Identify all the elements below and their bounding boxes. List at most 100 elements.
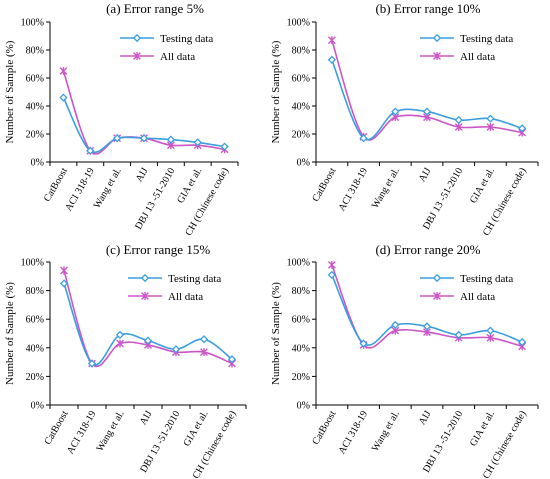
data-point-testing-data [59, 279, 69, 288]
y-tick-label: 100% [287, 18, 310, 29]
data-point-testing-data [422, 322, 432, 331]
data-point-testing-data [327, 55, 336, 64]
panel-title: (a) Error range 5% [106, 1, 204, 16]
data-point-testing-data [391, 107, 400, 116]
data-point-testing-data [115, 330, 125, 340]
data-point-testing-data [171, 345, 181, 354]
y-axis-label: Number of Sample (%) [270, 40, 282, 143]
data-point-testing-data [143, 336, 153, 345]
y-tick-label: 0% [297, 158, 310, 169]
data-point-testing-data [518, 124, 527, 133]
x-tick-label: GIA et al. [175, 166, 204, 205]
chart-panel-3: (c) Error range 15% Number of Sample (%) 0… [4, 242, 247, 479]
y-tick-label: 20% [292, 130, 310, 141]
chart-panel-1: (a) Error range 5% Number of Sample (%) 0%… [4, 1, 239, 238]
x-tick-label: Wang et al. [370, 166, 402, 210]
legend-label: All data [460, 291, 495, 303]
x-tick-label: CatBoost [310, 166, 338, 204]
legend-marker-testing-data [140, 273, 150, 283]
data-point-all-data [60, 266, 68, 275]
data-point-testing-data [327, 270, 336, 279]
data-point-all-data [486, 123, 495, 131]
y-tick-label: 100% [21, 18, 44, 29]
y-tick-label: 40% [26, 102, 44, 113]
x-tick-label: Wang et al. [370, 409, 402, 453]
data-point-testing-data [486, 326, 495, 335]
y-tick-label: 100% [287, 258, 310, 269]
y-tick-label: 80% [292, 46, 310, 57]
panel-title: (c) Error range 15% [106, 242, 210, 257]
x-tick-label: AIJ [134, 166, 151, 184]
x-tick-label: GIA et al. [468, 166, 497, 205]
x-tick-label: AIJ [417, 409, 434, 427]
y-tick-label: 60% [26, 315, 44, 326]
data-point-testing-data [220, 142, 229, 151]
data-point-all-data [327, 260, 336, 269]
y-tick-label: 20% [26, 130, 44, 141]
x-tick-label: AIJ [138, 409, 155, 427]
data-point-testing-data [359, 339, 368, 348]
y-tick-label: 60% [292, 74, 310, 85]
panel-title: (d) Error range 20% [375, 242, 480, 257]
data-point-testing-data [87, 359, 97, 368]
y-tick-label: 40% [292, 343, 310, 354]
legend-label: All data [168, 291, 203, 303]
y-tick-label: 60% [26, 74, 44, 85]
data-point-testing-data [359, 134, 368, 143]
legend-label: Testing data [168, 273, 221, 285]
data-point-all-data [200, 348, 208, 356]
data-point-testing-data [59, 93, 68, 102]
x-tick-label: Wang et al. [95, 409, 127, 453]
legend-marker-testing-data [432, 33, 442, 43]
data-point-testing-data [166, 135, 175, 144]
y-tick-label: 80% [26, 286, 44, 297]
y-tick-label: 80% [292, 286, 310, 297]
legend-marker-testing-data [432, 273, 442, 283]
y-axis-label: Number of Sample (%) [4, 40, 16, 143]
legend-marker-all-data [433, 292, 441, 300]
legend-label: All data [160, 51, 195, 63]
x-tick-label: ACI 318-19 [337, 409, 371, 456]
legend-marker-testing-data [132, 33, 142, 43]
y-axis-label: Number of Sample (%) [270, 282, 282, 385]
data-point-testing-data [391, 320, 400, 330]
data-point-all-data [116, 339, 124, 348]
data-point-testing-data [227, 355, 237, 364]
y-tick-label: 40% [26, 343, 44, 354]
y-axis-label: Number of Sample (%) [4, 282, 16, 385]
x-tick-label: AIJ [417, 166, 434, 184]
data-point-testing-data [486, 114, 495, 123]
data-point-testing-data [518, 337, 527, 347]
data-point-testing-data [199, 335, 209, 344]
data-point-testing-data [113, 134, 122, 143]
y-tick-label: 0% [31, 158, 44, 169]
legend-label: Testing data [460, 33, 513, 45]
x-tick-label: GIA et al. [468, 409, 497, 448]
data-point-all-data [327, 36, 336, 45]
x-tick-label: GIA et al. [181, 409, 210, 448]
legend-marker-all-data [141, 292, 149, 300]
chart-panel-4: (d) Error range 20% Number of Sample (%) 0… [270, 242, 539, 479]
legend-marker-all-data [133, 52, 141, 60]
data-point-testing-data [86, 146, 95, 155]
x-tick-label: CatBoost [42, 409, 70, 447]
data-point-all-data [454, 123, 463, 131]
chart-panel-2: (b) Error range 10% Number of Sample (%) 0… [270, 1, 539, 238]
y-tick-label: 20% [26, 372, 44, 383]
data-point-testing-data [193, 138, 202, 147]
panel-title: (b) Error range 10% [375, 1, 480, 16]
legend-label: Testing data [460, 273, 513, 285]
y-tick-label: 20% [292, 372, 310, 383]
data-point-testing-data [422, 107, 432, 116]
y-tick-label: 0% [297, 401, 310, 412]
x-tick-label: CatBoost [310, 409, 338, 447]
data-point-testing-data [454, 115, 463, 125]
x-tick-label: ACI 318-19 [337, 166, 371, 213]
y-tick-label: 80% [26, 46, 44, 57]
x-tick-label: Wang et al. [92, 166, 124, 210]
data-point-all-data [486, 333, 495, 342]
series-line-testing-data [62, 97, 225, 154]
x-tick-label: ACI 318-19 [65, 409, 99, 456]
y-tick-label: 60% [292, 315, 310, 326]
data-point-testing-data [454, 330, 463, 340]
